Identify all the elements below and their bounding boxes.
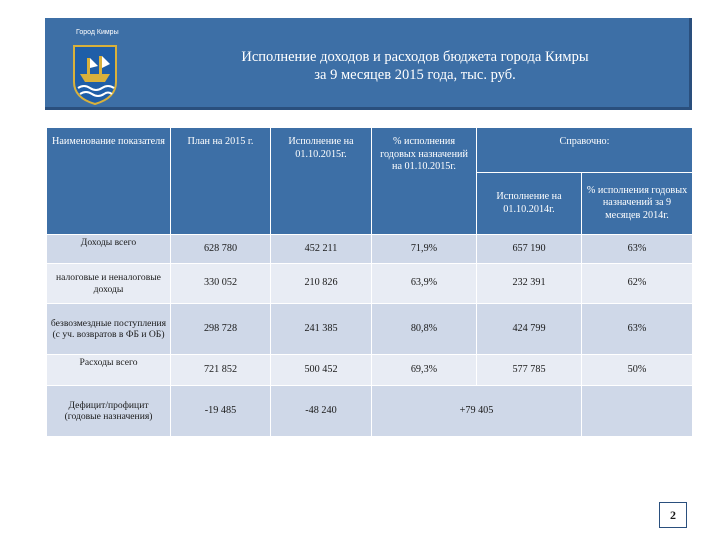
title-line-2: за 9 месяцев 2015 года, тыс. руб.	[314, 67, 516, 83]
row-ref-percent: 63%	[581, 303, 693, 355]
row-ref-percent	[581, 385, 693, 437]
city-label: Город Кимры	[76, 29, 119, 36]
page-number: 2	[659, 502, 687, 528]
row-execution: 241 385	[270, 303, 372, 355]
row-ref-execution: 424 799	[476, 303, 582, 355]
row-ref-execution: +79 405	[371, 385, 582, 437]
row-percent: 69,3%	[371, 354, 477, 386]
row-ref-execution: 232 391	[476, 263, 582, 304]
header-reference: Справочно:	[476, 127, 693, 173]
table-header-row: Наименование показателя План на 2015 г. …	[46, 127, 693, 235]
row-ref-execution: 577 785	[476, 354, 582, 386]
row-name: Дефицит/профицит (годовые назначения)	[46, 385, 171, 437]
row-ref-percent: 50%	[581, 354, 693, 386]
header-ref-percent: % исполнения годовых назначений за 9 мес…	[581, 172, 693, 235]
row-execution: 500 452	[270, 354, 372, 386]
row-percent: 71,9%	[371, 234, 477, 264]
row-plan: 721 852	[170, 354, 271, 386]
table-row: Расходы всего 721 852 500 452 69,3% 577 …	[46, 354, 693, 386]
header-percent: % исполнения годовых назначений на 01.10…	[371, 127, 477, 235]
row-percent: 80,8%	[371, 303, 477, 355]
table-row: Дефицит/профицит (годовые назначения) -1…	[46, 385, 693, 437]
row-ref-execution: 657 190	[476, 234, 582, 264]
table-row: Доходы всего 628 780 452 211 71,9% 657 1…	[46, 234, 693, 264]
header-plan: План на 2015 г.	[170, 127, 271, 235]
row-ref-percent: 63%	[581, 234, 693, 264]
header-name: Наименование показателя	[46, 127, 171, 235]
page-title: Исполнение доходов и расходов бюджета го…	[180, 48, 650, 84]
row-execution: -48 240	[270, 385, 372, 437]
row-plan: -19 485	[170, 385, 271, 437]
budget-table: Наименование показателя План на 2015 г. …	[46, 127, 693, 437]
row-ref-percent: 62%	[581, 263, 693, 304]
row-plan: 298 728	[170, 303, 271, 355]
table-subheader-row: Исполнение на 01.10.2014г. % исполнения …	[47, 172, 693, 235]
title-banner	[45, 18, 692, 110]
row-name: Доходы всего	[46, 234, 171, 264]
table-row: налоговые и неналоговые доходы 330 052 2…	[46, 263, 693, 304]
row-name: Расходы всего	[46, 354, 171, 386]
title-line-1: Исполнение доходов и расходов бюджета го…	[241, 49, 589, 65]
row-plan: 628 780	[170, 234, 271, 264]
row-name: безвозмездные поступления (с уч. возврат…	[46, 303, 171, 355]
header-ref-execution: Исполнение на 01.10.2014г.	[476, 172, 582, 235]
coat-of-arms-icon	[73, 45, 117, 106]
row-percent: 63,9%	[371, 263, 477, 304]
row-execution: 210 826	[270, 263, 372, 304]
row-plan: 330 052	[170, 263, 271, 304]
row-name: налоговые и неналоговые доходы	[46, 263, 171, 304]
table-row: безвозмездные поступления (с уч. возврат…	[46, 303, 693, 355]
header-execution: Исполнение на 01.10.2015г.	[270, 127, 372, 235]
row-execution: 452 211	[270, 234, 372, 264]
